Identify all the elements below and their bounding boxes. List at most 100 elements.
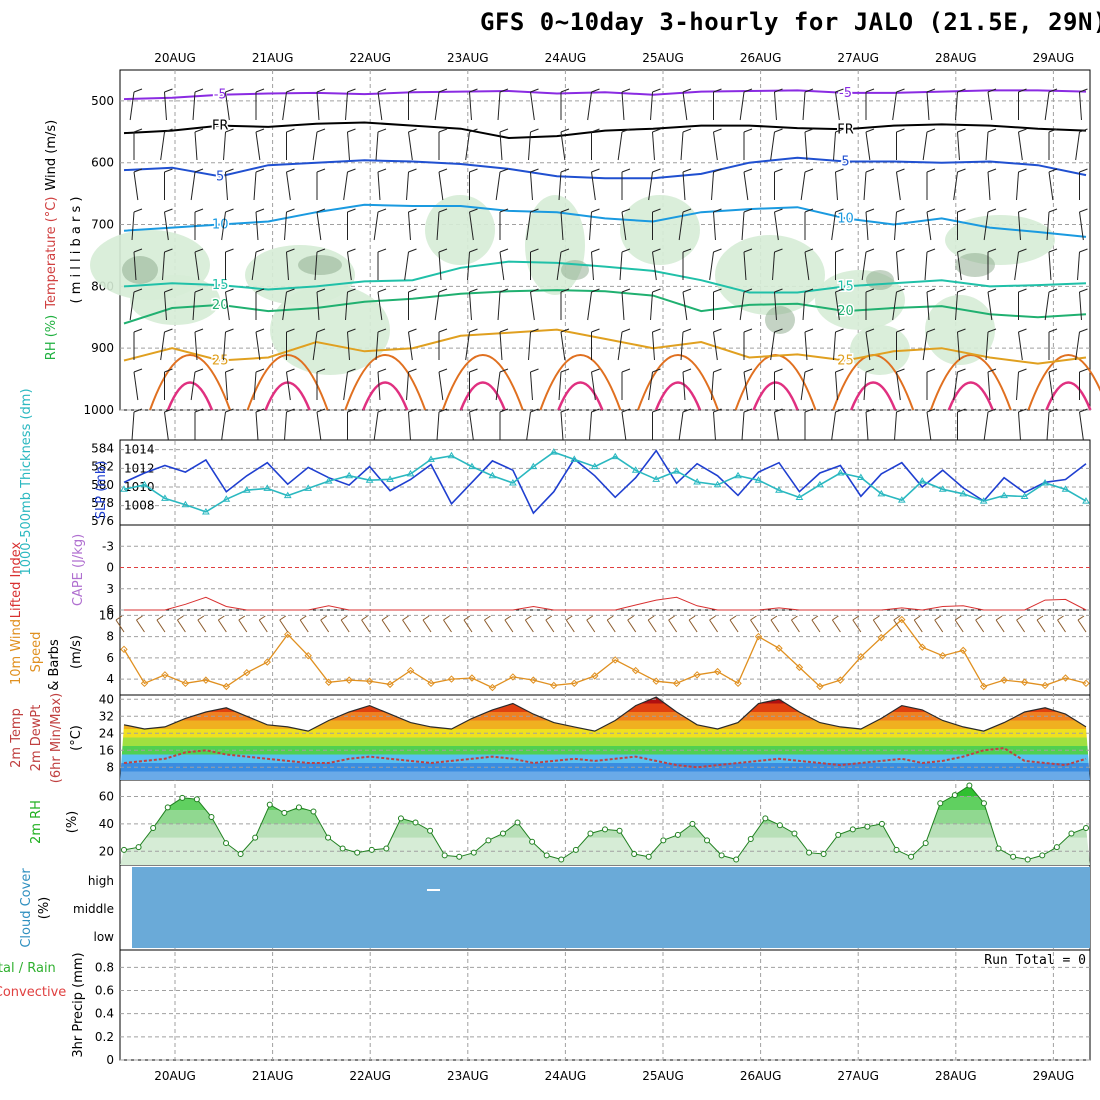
thickness-marker bbox=[1020, 492, 1029, 500]
thickness-marker bbox=[713, 480, 722, 488]
surface-barb bbox=[238, 619, 248, 633]
date-label-bottom: 22AUG bbox=[349, 1069, 391, 1083]
wind-marker bbox=[406, 666, 415, 675]
wind-tick: 8 bbox=[106, 630, 114, 644]
surface-barb bbox=[545, 619, 555, 633]
wind-barbs bbox=[129, 88, 1088, 441]
rh-marker bbox=[878, 820, 885, 827]
rh-shade-dark bbox=[765, 306, 795, 334]
surface-barb-flag bbox=[688, 615, 696, 621]
thickness-marker bbox=[304, 484, 313, 491]
rh-tick: 60 bbox=[99, 789, 114, 803]
isotherm-30 bbox=[149, 354, 231, 411]
rh-marker bbox=[252, 834, 259, 841]
wind-marker bbox=[365, 677, 374, 685]
rh-marker bbox=[980, 800, 987, 807]
surface-barb bbox=[893, 619, 903, 633]
surface-barb bbox=[443, 619, 452, 633]
rh-marker bbox=[135, 844, 142, 851]
thickness-marker bbox=[283, 491, 292, 499]
isotherm-label: 10 bbox=[212, 218, 229, 233]
rh-marker bbox=[193, 796, 200, 803]
wind-marker bbox=[979, 682, 988, 691]
rh-marker bbox=[1010, 853, 1017, 860]
surface-barb-flag bbox=[954, 615, 962, 621]
isotherm-30 bbox=[1027, 354, 1100, 411]
date-label-bottom: 25AUG bbox=[642, 1069, 684, 1083]
wind-marker bbox=[509, 673, 517, 681]
surface-barb-flag bbox=[729, 615, 737, 621]
surface-barb-flag bbox=[484, 615, 491, 621]
precip-tick: 0 bbox=[106, 1053, 114, 1067]
wind-marker bbox=[284, 630, 292, 639]
wind-marker bbox=[1000, 676, 1008, 684]
rh-shade-dark bbox=[298, 255, 342, 275]
rh-marker bbox=[397, 815, 404, 822]
surface-barb bbox=[750, 619, 759, 633]
ua-tick-label: 900 bbox=[91, 341, 114, 355]
wind-marker bbox=[304, 651, 312, 660]
surface-barb bbox=[136, 619, 145, 633]
precip-tick: 0.2 bbox=[95, 1030, 114, 1044]
surface-barb-flag bbox=[791, 615, 798, 621]
chart-title: GFS 0~10day 3-hourly for JALO (21.5E, 29… bbox=[480, 8, 1100, 36]
wind-marker bbox=[611, 656, 619, 664]
isotherm-label: 5 bbox=[841, 154, 849, 169]
ua-ylabel: RH (%) Temperature (°C) Wind (m/s) bbox=[44, 120, 59, 360]
rh-area bbox=[120, 785, 1090, 865]
thickness-marker bbox=[734, 471, 742, 479]
isotherm-35 bbox=[850, 381, 897, 411]
temp-ylabel-1: 2m Temp bbox=[9, 708, 24, 768]
surface-barb bbox=[975, 619, 985, 633]
wind-marker bbox=[324, 678, 333, 686]
surface-barb bbox=[402, 619, 411, 633]
wind-ylabel-2: Speed bbox=[29, 632, 44, 673]
rh-marker bbox=[164, 804, 171, 811]
thickness-marker bbox=[672, 467, 681, 474]
surface-barb bbox=[627, 619, 637, 633]
cloud-row-label: high bbox=[88, 874, 114, 888]
rh-marker bbox=[791, 830, 798, 837]
wind-marker bbox=[427, 679, 435, 688]
rh-ylabel-1: 2m RH bbox=[29, 800, 44, 844]
thickness-tick: 578 bbox=[91, 496, 114, 510]
li-tick: -3 bbox=[102, 539, 114, 553]
rh-band bbox=[120, 785, 1090, 797]
surface-barb bbox=[647, 619, 657, 633]
thickness-marker bbox=[468, 462, 476, 470]
surface-barb-flag bbox=[1036, 615, 1044, 621]
rh-shade bbox=[715, 235, 825, 315]
ua-ylabel-part: Wind (m/s) bbox=[44, 120, 59, 191]
temp-band bbox=[120, 703, 1090, 712]
temp-tick: 16 bbox=[99, 743, 114, 757]
wind-marker bbox=[345, 676, 353, 684]
surface-barb-flag bbox=[668, 615, 675, 621]
surface-barb-flag bbox=[381, 615, 389, 621]
surface-barb-flag bbox=[770, 615, 778, 621]
surface-barb-flag bbox=[443, 615, 450, 621]
wind-marker bbox=[652, 677, 660, 685]
rh-marker bbox=[660, 837, 667, 844]
surface-barb bbox=[197, 619, 207, 633]
wind-marker bbox=[120, 645, 128, 654]
isotherm-35 bbox=[362, 381, 409, 411]
slp-ylabel: SLP (mb) bbox=[94, 461, 109, 520]
wind-marker bbox=[816, 682, 824, 691]
thickness-marker bbox=[181, 500, 190, 508]
wind-tick: 4 bbox=[106, 672, 114, 686]
wind-marker bbox=[877, 633, 886, 642]
thickness-ylabel: 1000-500mb Thickness (dm) bbox=[19, 388, 34, 575]
surface-barb bbox=[831, 619, 841, 633]
thickness-marker bbox=[590, 462, 599, 470]
surface-barb-flag bbox=[873, 615, 880, 621]
wind-marker bbox=[1041, 681, 1049, 690]
surface-barb bbox=[954, 619, 964, 633]
thickness-marker bbox=[386, 475, 394, 482]
date-label-bottom: 20AUG bbox=[154, 1069, 196, 1083]
surface-barb bbox=[484, 619, 493, 633]
rh-marker bbox=[456, 853, 463, 860]
surface-barb-flag bbox=[1016, 615, 1023, 621]
rh-marker bbox=[689, 820, 696, 827]
surface-barb-flag bbox=[934, 615, 942, 621]
rh-marker bbox=[674, 831, 681, 838]
